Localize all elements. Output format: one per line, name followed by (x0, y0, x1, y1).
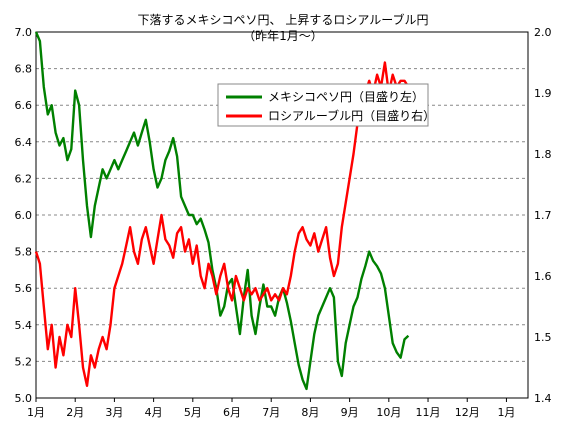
plot-frame (35, 31, 529, 399)
series-line-rub (34, 61, 410, 387)
x-tick-label: 8月 (301, 406, 319, 419)
left-tick-label: 5.0 (15, 392, 33, 405)
left-tick-label: 5.8 (15, 246, 33, 259)
legend: メキシコペソ円（目盛り左） ロシアルーブル円（目盛り右） (217, 83, 435, 127)
chart-title: 下落するメキシコペソ円、 上昇するロシアルーブル円 (138, 12, 429, 27)
right-tick-label: 1.6 (534, 270, 552, 283)
chart-subtitle: （昨年1月～） (243, 29, 323, 43)
left-tick-label: 5.6 (15, 282, 33, 295)
x-tick-label: 5月 (184, 406, 202, 419)
x-tick-label: 6月 (223, 406, 241, 419)
left-tick-label: 6.8 (15, 63, 33, 76)
left-tick-label: 7.0 (15, 26, 33, 39)
x-tick-label: 1月 (27, 406, 45, 419)
right-tick-label: 1.5 (534, 331, 552, 344)
x-tick-label: 7月 (262, 406, 280, 419)
x-tick-label: 10月 (376, 406, 401, 419)
x-tick-label: 2月 (66, 406, 84, 419)
x-tick-label: 11月 (416, 406, 441, 419)
left-axis: 5.0 5.2 5.4 5.6 5.8 6.0 6.2 6.4 6.6 6.8 7.0 (15, 26, 33, 405)
x-axis: 1月 2月 3月 4月 5月 6月 7月 8月 9月 10月 11月 12月 1月 (27, 398, 515, 419)
right-tick-label: 1.8 (534, 148, 552, 161)
right-tick-label: 1.7 (534, 209, 552, 222)
right-tick-label: 1.9 (534, 87, 552, 100)
legend-label-rub: ロシアルーブル円（目盛り右） (268, 108, 435, 123)
x-tick-label: 1月 (497, 406, 515, 419)
left-tick-label: 6.6 (15, 99, 33, 112)
right-axis: 1.4 1.5 1.6 1.7 1.8 1.9 2.0 (534, 26, 552, 405)
left-tick-label: 6.4 (15, 136, 33, 149)
series-line-mxn (34, 31, 410, 391)
right-tick-label: 1.4 (534, 392, 552, 405)
left-tick-label: 6.2 (15, 172, 33, 185)
x-tick-label: 4月 (145, 406, 163, 419)
grid (36, 68, 528, 362)
left-tick-label: 5.2 (15, 355, 33, 368)
left-tick-label: 5.4 (15, 319, 33, 332)
right-tick-label: 2.0 (534, 26, 552, 39)
legend-box (217, 83, 429, 127)
legend-label-mxn: メキシコペソ円（目盛り左） (268, 89, 424, 104)
series-lines (34, 31, 410, 391)
x-tick-label: 3月 (105, 406, 123, 419)
left-tick-label: 6.0 (15, 209, 33, 222)
x-tick-label: 9月 (341, 406, 359, 419)
x-tick-label: 12月 (455, 406, 480, 419)
